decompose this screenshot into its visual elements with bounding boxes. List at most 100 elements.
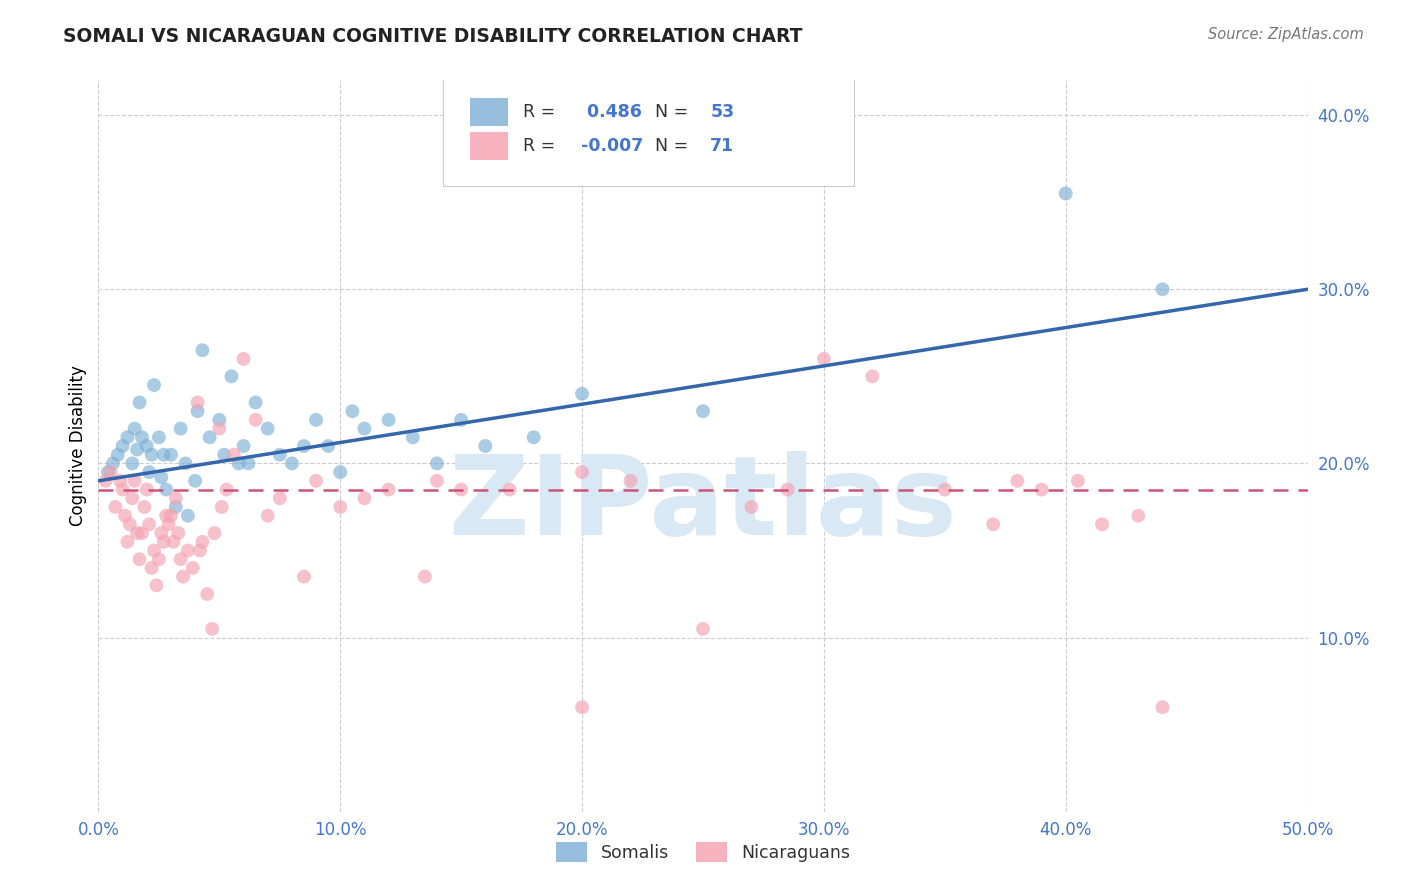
Point [108,474,131,488]
Point [117,534,139,549]
Point [1152,700,1174,714]
Point [165,491,187,506]
Point [426,474,449,488]
Point [1091,517,1114,532]
Point [127,442,149,457]
Point [776,483,799,497]
Point [860,369,883,384]
Point [191,534,214,549]
Point [329,500,352,514]
Point [188,543,211,558]
Point [245,413,267,427]
Point [128,395,150,409]
Point [1054,186,1077,201]
Point [152,448,174,462]
Point [138,465,160,479]
Point [305,413,328,427]
Point [222,448,245,462]
Text: -0.007: -0.007 [581,137,643,155]
Point [474,439,496,453]
Point [740,500,762,514]
Point [353,421,375,435]
Point [148,552,170,566]
Point [160,508,183,523]
Point [342,404,364,418]
Point [134,500,156,514]
Point [111,439,134,453]
Text: N =: N = [644,137,693,155]
Point [571,386,593,401]
Point [135,439,157,453]
Point [813,351,835,366]
Point [245,395,267,409]
Point [131,430,153,444]
Point [124,421,146,435]
Point [121,491,143,506]
Point [571,465,593,479]
Point [187,404,209,418]
Point [212,448,235,462]
Point [1007,474,1029,488]
Point [150,470,173,484]
Point [198,430,221,444]
Point [450,413,472,427]
Point [353,491,375,506]
Point [155,483,177,497]
Point [195,587,218,601]
Point [143,378,166,392]
Point [107,448,129,462]
Point [94,474,117,488]
Point [208,413,231,427]
Point [1128,508,1150,523]
Point [118,517,141,532]
Point [619,474,641,488]
Point [981,517,1004,532]
Point [138,517,160,532]
Point [498,483,520,497]
Point [111,483,134,497]
Point [238,457,260,471]
Point [167,526,190,541]
Point [1031,483,1053,497]
Point [148,430,170,444]
Point [329,465,352,479]
Point [1067,474,1090,488]
Point [131,526,153,541]
Point [191,343,214,358]
Point [104,500,127,514]
Point [169,421,191,435]
Point [152,534,174,549]
Point [124,474,146,488]
Point [155,508,177,523]
Text: ZIPatlas: ZIPatlas [449,451,957,558]
Point [256,421,278,435]
Point [269,491,291,506]
Point [256,508,278,523]
Point [402,430,425,444]
Point [232,351,254,366]
Text: 0.486: 0.486 [581,103,641,120]
Point [305,474,328,488]
Point [135,483,157,497]
Point [145,578,167,592]
Point [292,439,315,453]
Point [114,508,136,523]
Text: 71: 71 [710,137,734,155]
Point [177,508,200,523]
Point [172,569,194,583]
Point [377,413,399,427]
Text: 53: 53 [710,103,734,120]
Point [117,430,139,444]
Point [934,483,956,497]
Point [162,534,184,549]
Point [221,369,243,384]
Point [692,404,714,418]
Point [157,517,180,532]
Text: SOMALI VS NICARAGUAN COGNITIVE DISABILITY CORRELATION CHART: SOMALI VS NICARAGUAN COGNITIVE DISABILIT… [63,27,803,45]
Point [100,465,122,479]
FancyBboxPatch shape [470,98,509,126]
Point [215,483,238,497]
Point [160,448,183,462]
Point [426,457,449,471]
Point [228,457,250,471]
